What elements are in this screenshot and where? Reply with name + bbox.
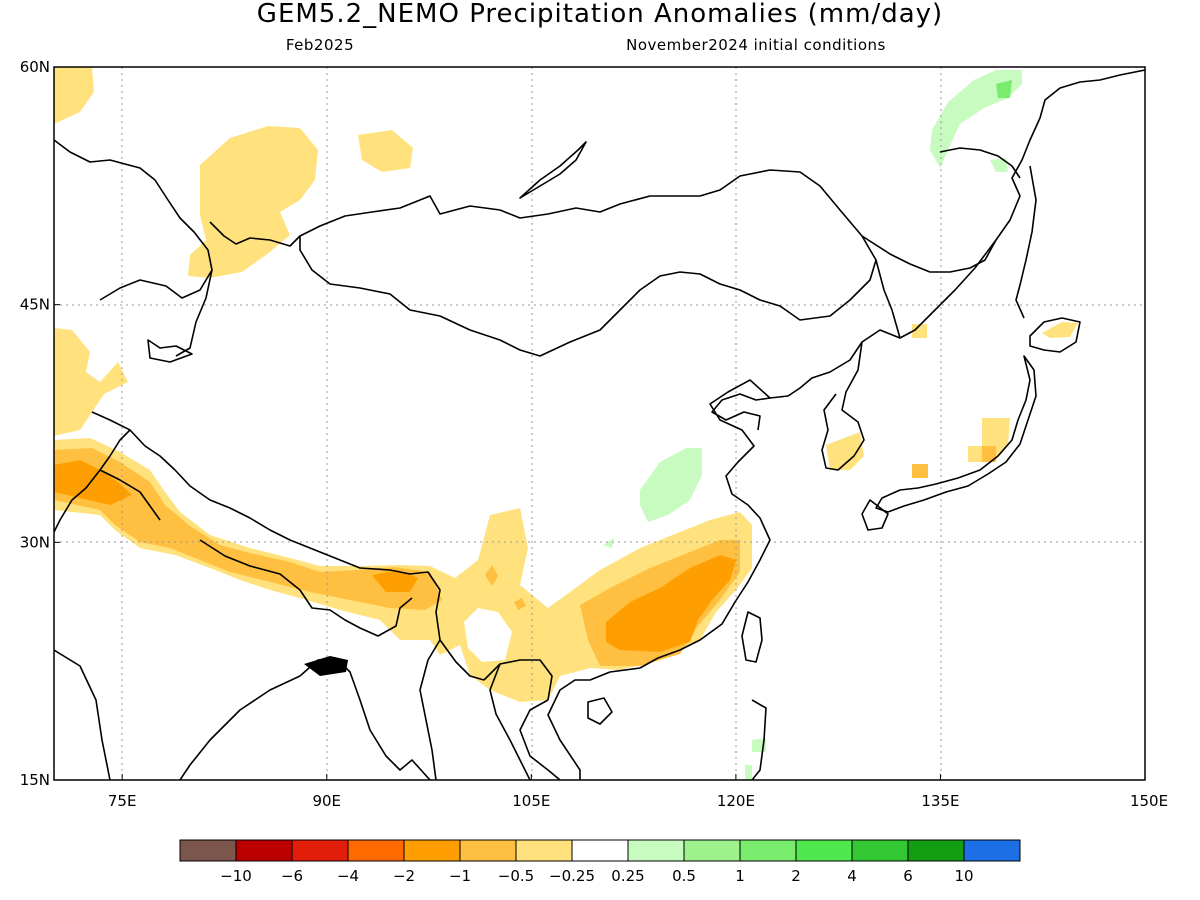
colorbar-swatch — [179, 839, 237, 862]
anomaly-orange-regions — [54, 460, 736, 652]
anomaly-green-regions — [996, 80, 1012, 98]
colorbar-label: 10 — [954, 867, 973, 885]
lon-tick-label: 135E — [921, 792, 959, 810]
colorbar-swatch — [963, 839, 1021, 862]
colorbar-label: 0.5 — [672, 867, 696, 885]
colorbar-swatch — [515, 839, 573, 862]
colorbar-legend: −10 −6 −4 −2 −1 −0.5 −0.25 0.25 0.5 1 2 4 6 10 — [179, 839, 1021, 885]
latitude-axis: 60N 45N 30N 15N — [20, 58, 60, 789]
map-frame — [53, 66, 1146, 781]
anomaly-shading — [54, 67, 1078, 780]
colorbar-swatch — [627, 839, 685, 862]
colorbar-swatch — [739, 839, 797, 862]
land-detail-bangladesh — [304, 656, 348, 676]
colorbar-label: −4 — [337, 867, 359, 885]
colorbar-label: −10 — [220, 867, 252, 885]
colorbar-swatch — [907, 839, 965, 862]
lon-tick-label: 120E — [717, 792, 755, 810]
colorbar-label: −1 — [449, 867, 471, 885]
valid-month-label: Feb2025 — [286, 36, 354, 54]
lon-tick-label: 75E — [108, 792, 137, 810]
colorbar-label: −2 — [393, 867, 415, 885]
colorbar-swatch — [571, 839, 629, 862]
colorbar-swatch — [403, 839, 461, 862]
lat-tick-label: 60N — [20, 58, 50, 76]
anomaly-light-green-regions — [603, 70, 1022, 780]
colorbar-label: 1 — [735, 867, 745, 885]
lat-tick-label: 30N — [20, 533, 50, 551]
coastlines-and-borders — [54, 69, 1145, 780]
colorbar-label: −6 — [281, 867, 303, 885]
colorbar-label: −0.25 — [549, 867, 595, 885]
colorbar-label: 4 — [847, 867, 857, 885]
initial-conditions-label: November2024 initial conditions — [626, 36, 886, 54]
colorbar-swatch — [795, 839, 853, 862]
colorbar-label: 6 — [903, 867, 913, 885]
longitude-axis: 75E 90E 105E 120E 135E 150E — [108, 774, 1168, 810]
colorbar-swatch — [347, 839, 405, 862]
lat-tick-label: 45N — [20, 296, 50, 314]
figure-title: GEM5.2_NEMO Precipitation Anomalies (mm/… — [257, 0, 943, 29]
colorbar-swatch — [459, 839, 517, 862]
lon-tick-label: 90E — [312, 792, 341, 810]
colorbar-swatch — [683, 839, 741, 862]
colorbar-label: −0.5 — [498, 867, 534, 885]
map-plot-area — [54, 67, 1145, 780]
lat-tick-label: 15N — [20, 771, 50, 789]
colorbar-swatch — [235, 839, 293, 862]
anomaly-light-yellow-regions — [54, 67, 1078, 702]
lon-tick-label: 105E — [512, 792, 550, 810]
lon-tick-label: 150E — [1130, 792, 1168, 810]
colorbar-label: 2 — [791, 867, 801, 885]
colorbar-swatch — [851, 839, 909, 862]
colorbar-label: 0.25 — [611, 867, 644, 885]
colorbar-swatch — [291, 839, 349, 862]
